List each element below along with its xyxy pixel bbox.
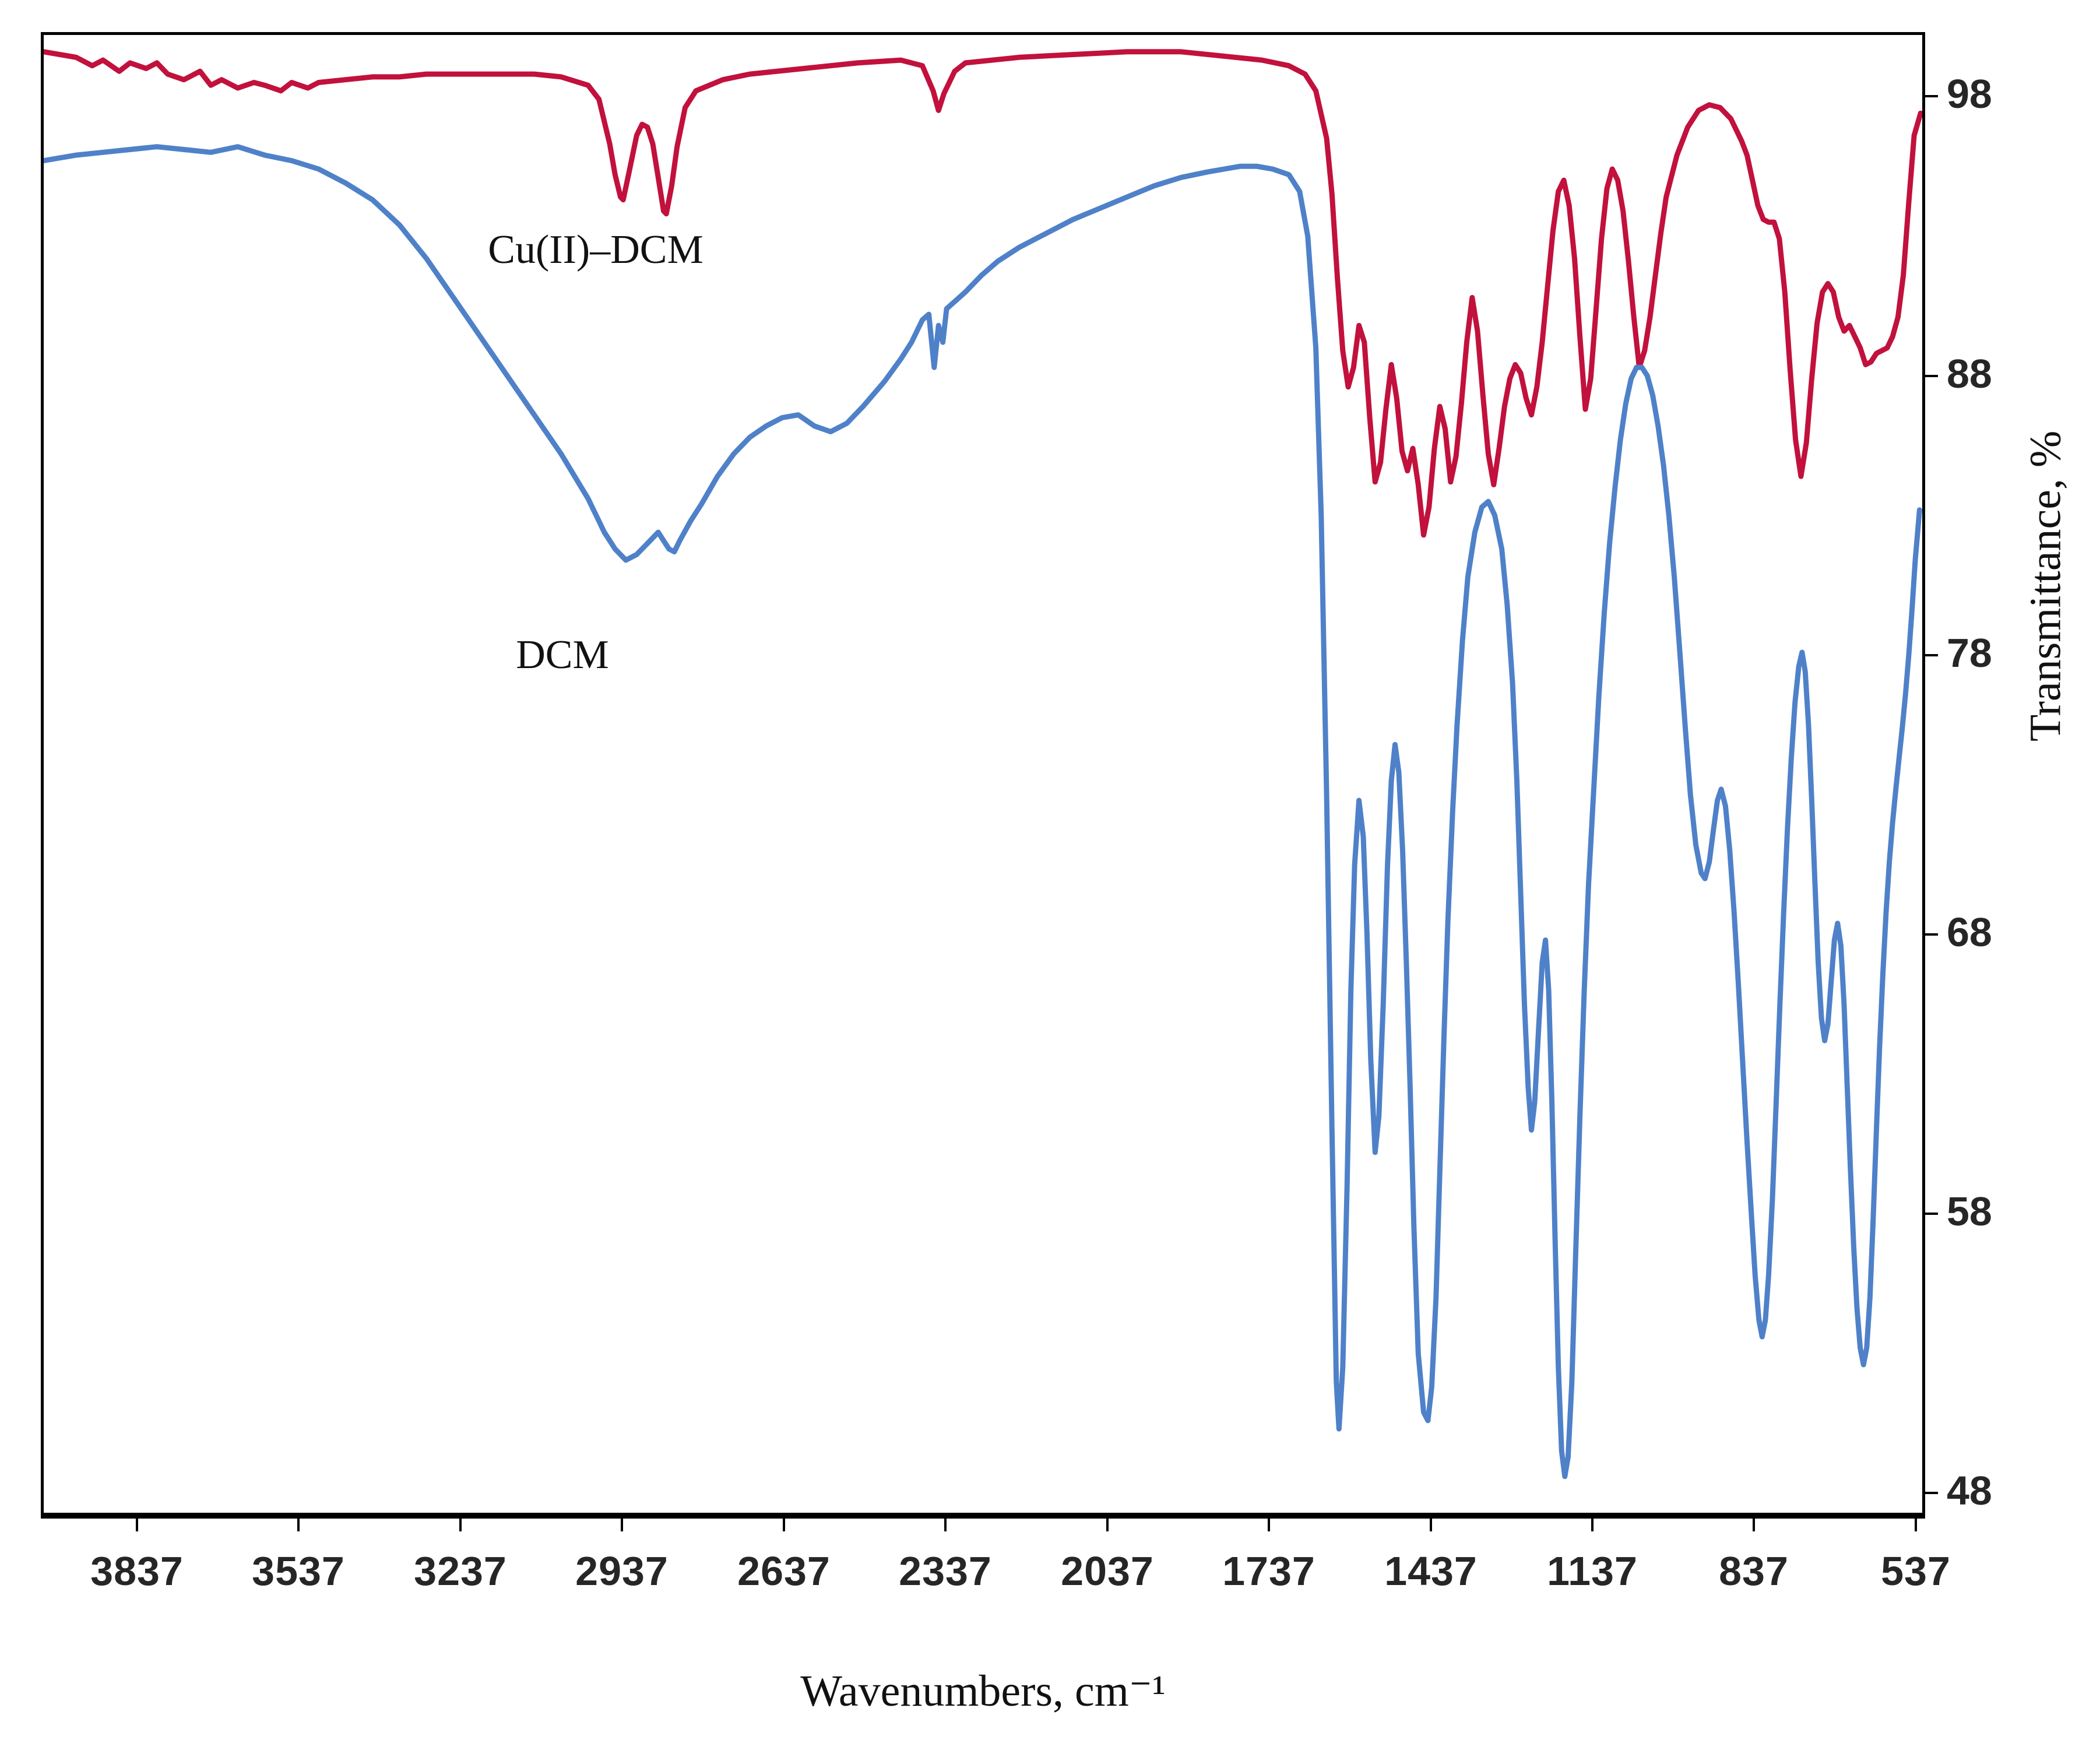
- y-tick-mark: [1925, 1492, 1938, 1494]
- y-tick-mark: [1925, 933, 1938, 936]
- series-line-dcm: [44, 144, 1922, 1480]
- y-tick-mark: [1925, 654, 1938, 656]
- y-tick-label: 58: [1947, 1189, 1992, 1234]
- y-tick-mark: [1925, 1213, 1938, 1215]
- x-tick-label: 2937: [575, 1548, 669, 1594]
- x-tick-label: 1137: [1547, 1548, 1638, 1594]
- x-tick-label: 1737: [1222, 1548, 1315, 1594]
- x-tick-label: 3537: [252, 1548, 345, 1594]
- x-tick-label: 2637: [737, 1548, 831, 1594]
- y-tick-mark: [1925, 375, 1938, 377]
- x-tick-mark: [1915, 1519, 1917, 1531]
- x-tick-mark: [1106, 1519, 1109, 1531]
- x-tick-mark: [783, 1519, 785, 1531]
- y-axis-title: Transmittance, %: [2021, 430, 2070, 742]
- curve-label-cu-dcm: Cu(II)–DCM: [488, 227, 703, 272]
- x-tick-mark: [1268, 1519, 1270, 1531]
- plot-area: Cu(II)–DCM DCM: [41, 32, 1925, 1519]
- y-tick-label: 48: [1947, 1468, 1992, 1513]
- y-tick-label: 98: [1947, 71, 1992, 117]
- y-tick-label: 88: [1947, 351, 1992, 396]
- x-tick-mark: [1430, 1519, 1432, 1531]
- x-tick-label: 537: [1881, 1548, 1951, 1594]
- x-tick-mark: [459, 1519, 462, 1531]
- x-tick-mark: [297, 1519, 300, 1531]
- x-tick-mark: [944, 1519, 947, 1531]
- x-tick-mark: [621, 1519, 623, 1531]
- y-tick-label: 78: [1947, 630, 1992, 676]
- y-tick-label: 68: [1947, 909, 1992, 955]
- curve-label-dcm: DCM: [516, 632, 609, 677]
- x-tick-label: 2037: [1061, 1548, 1154, 1594]
- x-tick-label: 837: [1719, 1548, 1789, 1594]
- x-tick-mark: [1591, 1519, 1594, 1531]
- x-tick-mark: [136, 1519, 138, 1531]
- x-axis-title: Wavenumbers, cm⁻¹: [800, 1667, 1166, 1716]
- x-tick-label: 3237: [414, 1548, 507, 1594]
- x-tick-label: 3837: [90, 1548, 184, 1594]
- series-line-cu-dcm: [44, 49, 1922, 538]
- x-tick-label: 2337: [899, 1548, 992, 1594]
- x-tick-mark: [1753, 1519, 1755, 1531]
- spectra-canvas: [44, 49, 1922, 1480]
- x-tick-label: 1437: [1384, 1548, 1478, 1594]
- y-tick-mark: [1925, 95, 1938, 97]
